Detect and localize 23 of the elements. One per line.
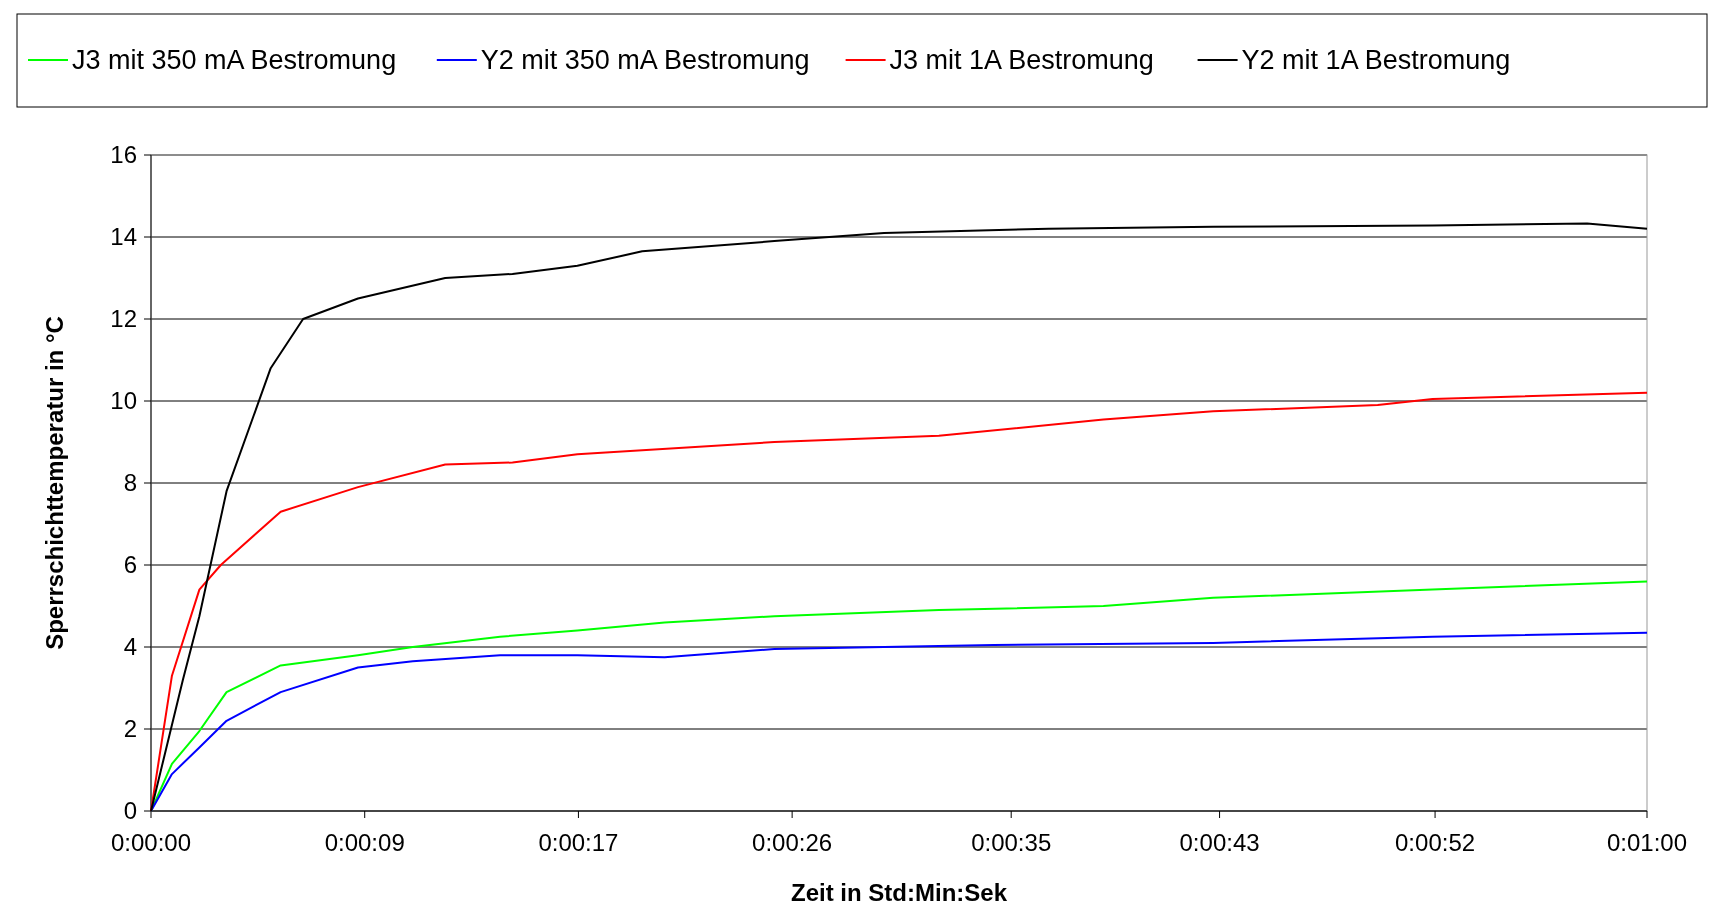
x-tick-label: 0:00:17 [538,829,619,856]
legend-label: Y2 mit 350 mA Bestromung [480,45,810,76]
y-tick-label: 16 [110,141,137,169]
x-tick-label: 0:00:09 [324,829,405,856]
y-tick-label: 2 [123,715,137,743]
legend-label: J3 mit 1A Bestromung [889,45,1154,76]
y-tick-label: 8 [123,469,137,497]
y-tick-label: 4 [123,633,137,661]
x-tick-label: 0:00:35 [971,829,1052,856]
y-tick-label: 12 [110,305,137,333]
x-tick-label: 0:00:00 [110,829,192,856]
y-tick-label: 10 [110,387,137,415]
y-tick-label: 6 [123,551,137,579]
x-tick-label: 0:01:00 [1606,829,1688,856]
y-tick-label: 14 [110,223,137,251]
x-tick-label: 0:00:26 [752,829,833,856]
x-axis-title: Zeit in Std:Min:Sek [791,879,1008,906]
x-tick-label: 0:00:52 [1395,829,1476,856]
legend-label: Y2 mit 1A Bestromung [1241,45,1511,76]
legend-label: J3 mit 350 mA Bestromung [72,45,397,76]
y-tick-label: 0 [123,797,137,825]
y-axis-title: Sperrschichttemperatur in °C [41,316,68,650]
x-tick-label: 0:00:43 [1179,829,1260,856]
